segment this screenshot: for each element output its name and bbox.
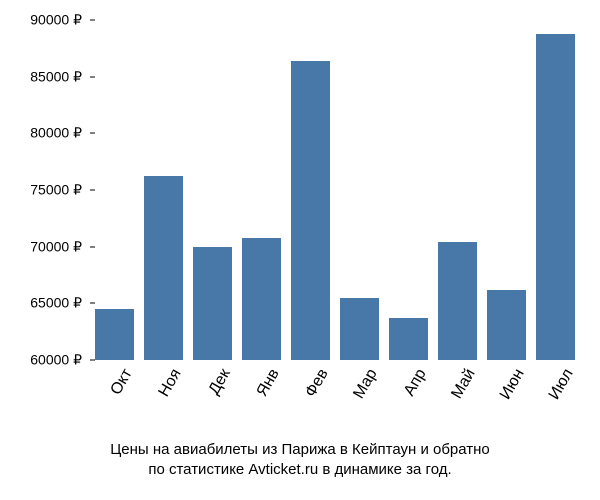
y-tick-label: 60000 ₽ <box>0 352 90 369</box>
bar <box>193 247 231 360</box>
x-tick-label: Июл <box>545 366 577 403</box>
bar <box>438 242 476 360</box>
x-tick-label: Ноя <box>155 366 185 400</box>
plot-area <box>90 20 580 360</box>
y-tick-label: 85000 ₽ <box>0 68 90 85</box>
bar <box>340 298 378 360</box>
y-tick-label: 90000 ₽ <box>0 12 90 29</box>
bar <box>144 176 182 360</box>
x-tick-label: Апр <box>400 366 430 399</box>
y-tick-label: 65000 ₽ <box>0 295 90 312</box>
caption-line-2: по статистике Avticket.ru в динамике за … <box>148 461 451 478</box>
y-tick-label: 70000 ₽ <box>0 238 90 255</box>
x-tick-label: Окт <box>107 366 136 398</box>
bar <box>242 238 280 360</box>
price-chart: 60000 ₽ 65000 ₽ 70000 ₽ 75000 ₽ 80000 ₽ 85000… <box>0 0 600 500</box>
bar <box>95 309 133 360</box>
x-tick-label: Мар <box>350 366 381 402</box>
chart-caption: Цены на авиабилеты из Парижа в Кейптаун … <box>0 440 600 481</box>
x-tick-label: Фев <box>302 366 332 401</box>
x-tick-label: Июн <box>496 366 528 403</box>
y-tick-label: 75000 ₽ <box>0 182 90 199</box>
bar <box>487 290 525 360</box>
x-tick-label: Май <box>448 366 479 402</box>
caption-line-1: Цены на авиабилеты из Парижа в Кейптаун … <box>110 441 490 458</box>
y-tick-label: 80000 ₽ <box>0 125 90 142</box>
bar <box>291 61 329 360</box>
bar <box>536 34 574 360</box>
bar <box>389 318 427 360</box>
x-tick-label: Дек <box>205 366 234 398</box>
x-tick-label: Янв <box>253 366 283 400</box>
